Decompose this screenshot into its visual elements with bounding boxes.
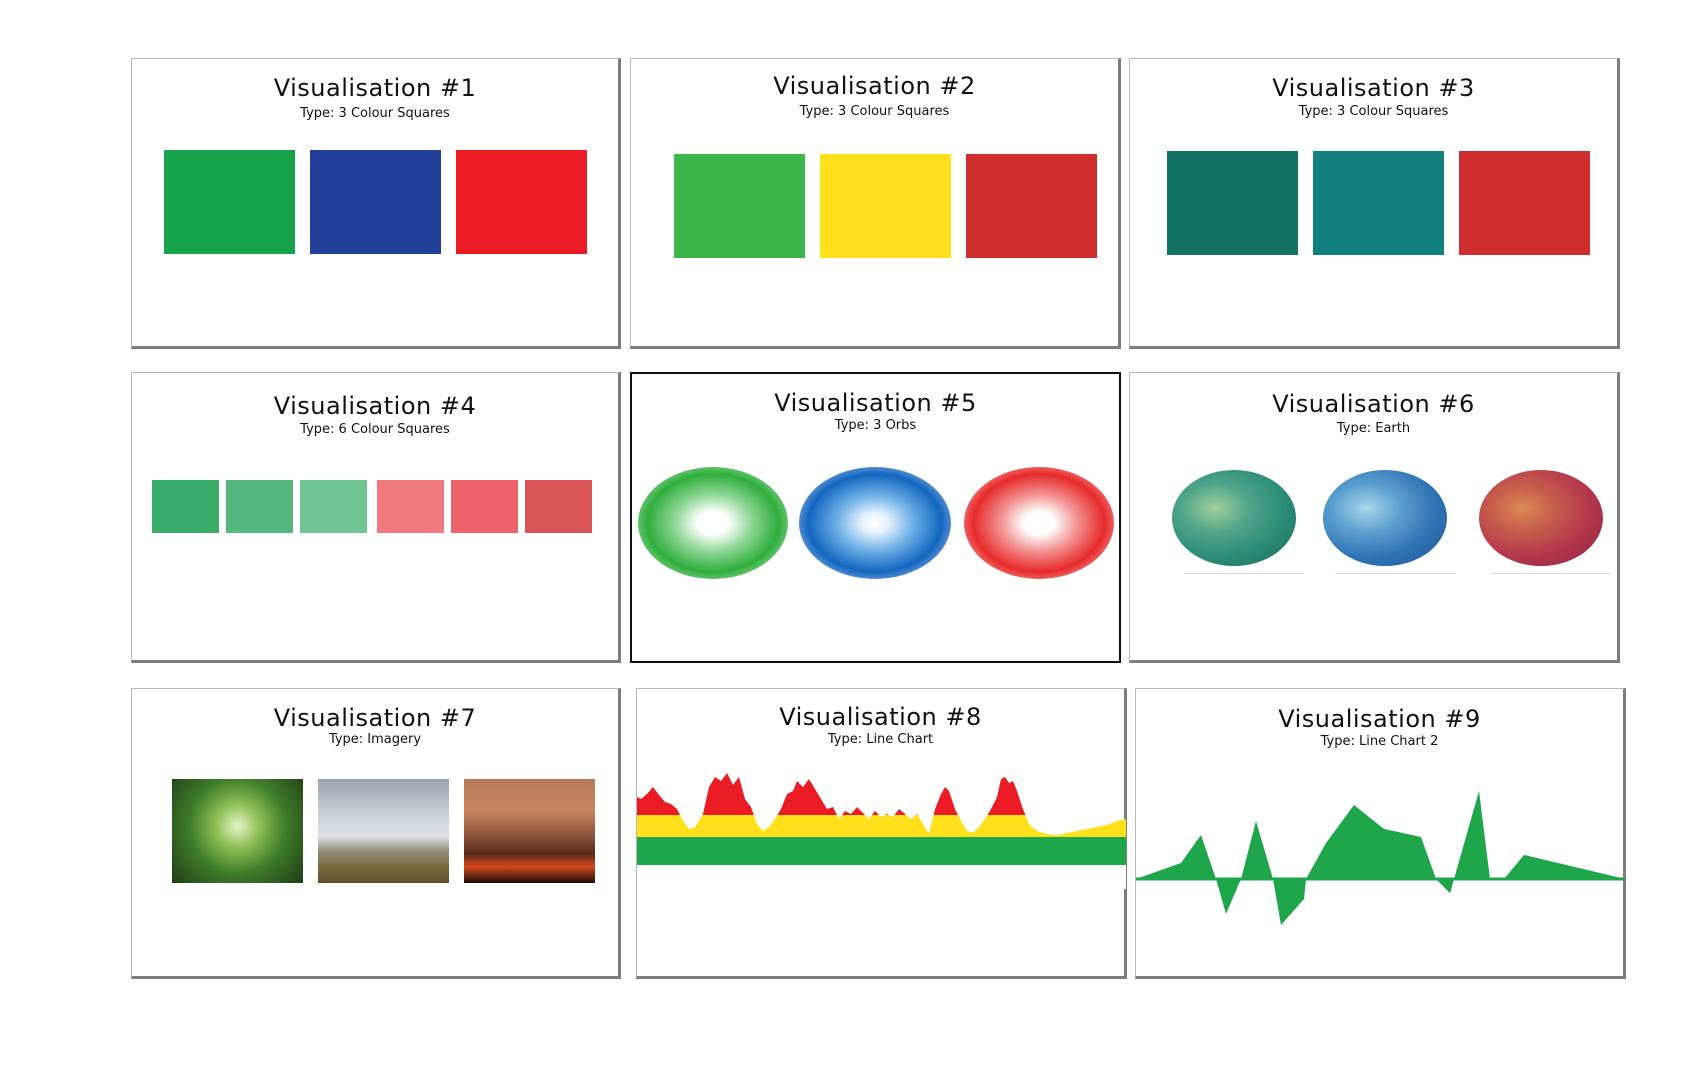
colour-square-5 <box>451 480 518 533</box>
globe-shadow-line <box>1184 573 1304 574</box>
panel-type: Type: Line Chart <box>827 732 934 747</box>
colour-square-dark-green <box>1167 151 1298 255</box>
visualisation-panel-3[interactable]: Visualisation #3 Type: 3 Colour Squares <box>1129 58 1620 349</box>
globe-shadow-line <box>1335 573 1455 574</box>
visualisation-panel-5[interactable]: Visualisation #5 Type: 3 Orbs <box>630 372 1121 663</box>
colour-square-red <box>1459 151 1590 255</box>
visualisation-panel-9[interactable]: Visualisation #9 Type: Line Chart 2 <box>1135 688 1626 979</box>
panel-type: Type: Line Chart 2 <box>1320 734 1439 749</box>
green-orb <box>638 467 788 579</box>
visualisation-panel-8[interactable]: Visualisation #8 Type: Line Chart <box>636 688 1127 979</box>
panel-title: Visualisation #2 <box>773 72 976 100</box>
visualisation-panel-6[interactable]: Visualisation #6 Type: Earth <box>1129 372 1620 663</box>
globe-shadow-line <box>1491 573 1611 574</box>
colour-square-green <box>164 150 295 254</box>
panel-title: Visualisation #6 <box>1272 390 1475 418</box>
colour-square-4 <box>377 480 444 533</box>
banded-area-chart <box>637 773 1126 889</box>
colour-square-green <box>674 154 805 258</box>
green-earth-globe <box>1172 470 1296 566</box>
colour-square-yellow <box>820 154 951 258</box>
visualisation-panel-7[interactable]: Visualisation #7 Type: Imagery <box>131 688 621 979</box>
panel-type: Type: 3 Orbs <box>834 418 917 433</box>
colour-square-blue <box>310 150 441 254</box>
panel-title: Visualisation #7 <box>273 704 477 732</box>
panel-title: Visualisation #5 <box>774 389 977 417</box>
visualisation-panel-2[interactable]: Visualisation #2 Type: 3 Colour Squares <box>630 58 1121 349</box>
panel-type: Type: Imagery <box>328 732 422 747</box>
panel-type: Type: 3 Colour Squares <box>1298 104 1449 119</box>
red-earth-globe <box>1479 470 1603 566</box>
blue-earth-globe <box>1323 470 1447 566</box>
panel-type: Type: 3 Colour Squares <box>799 104 950 119</box>
colour-square-6 <box>525 480 592 533</box>
colour-square-1 <box>152 480 219 533</box>
blue-orb <box>799 467 951 579</box>
panel-title: Visualisation #4 <box>273 392 477 420</box>
panel-type: Type: 6 Colour Squares <box>300 422 450 437</box>
line-chart-2-area <box>1136 791 1625 925</box>
visualisation-panel-4[interactable]: Visualisation #4 Type: 6 Colour Squares <box>131 372 621 663</box>
colour-square-red <box>456 150 587 254</box>
visualisation-panel-1[interactable]: Visualisation #1 Type: 3 Colour Squares <box>131 58 621 349</box>
panel-title: Visualisation #8 <box>779 703 982 731</box>
colour-square-3 <box>300 480 367 533</box>
colour-square-red <box>966 154 1097 258</box>
panel-title: Visualisation #9 <box>1278 705 1481 733</box>
panel-title: Visualisation #3 <box>1272 74 1475 102</box>
colour-square-teal <box>1313 151 1444 255</box>
colour-square-2 <box>226 480 293 533</box>
wildfire-photo <box>464 779 595 883</box>
red-orb <box>964 467 1114 579</box>
panel-type: Type: Earth <box>1336 421 1411 436</box>
forest-canopy-photo <box>172 779 303 883</box>
panel-title: Visualisation #1 <box>273 74 477 102</box>
panel-type: Type: 3 Colour Squares <box>300 106 450 121</box>
grassland-sky-photo <box>318 779 449 883</box>
